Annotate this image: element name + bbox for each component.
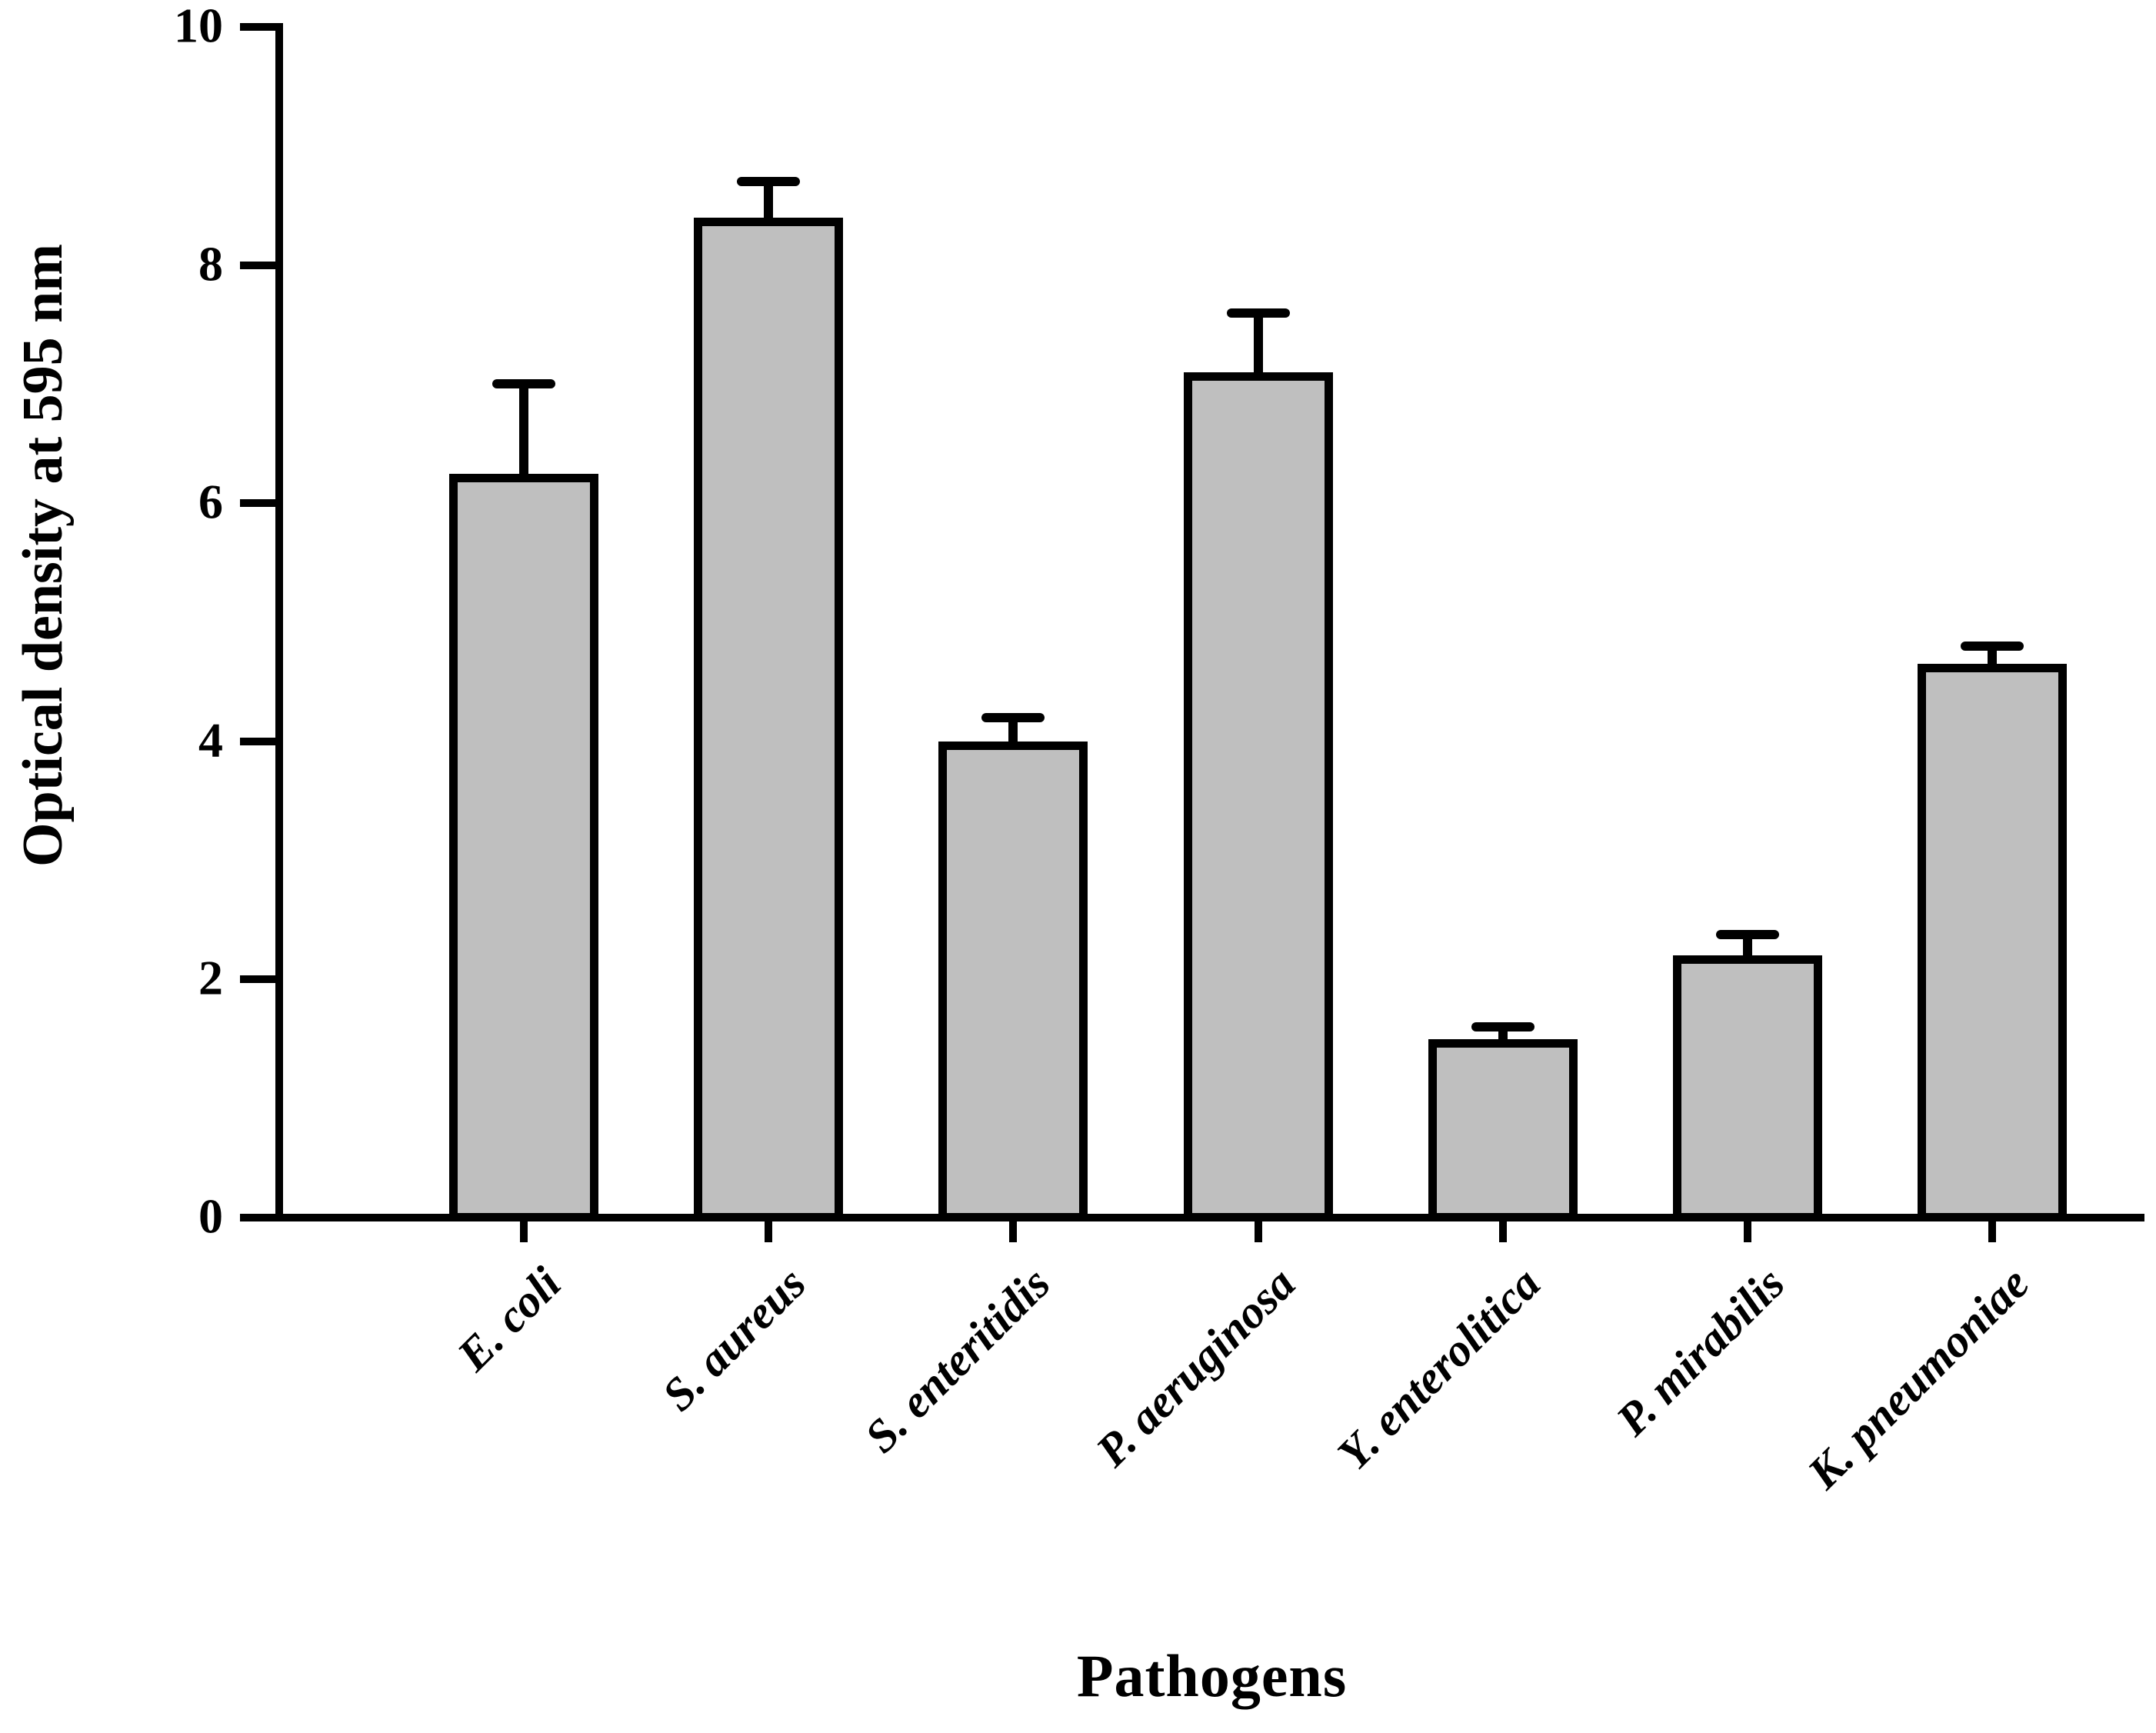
x-axis-category-label: E. coli bbox=[447, 1258, 571, 1381]
y-tick bbox=[240, 975, 275, 984]
error-bar-line bbox=[1008, 717, 1018, 745]
y-tick-label: 10 bbox=[174, 0, 223, 53]
y-tick-label: 6 bbox=[198, 474, 223, 529]
y-tick bbox=[240, 737, 275, 745]
bar bbox=[938, 741, 1088, 1221]
y-tick bbox=[240, 499, 275, 508]
x-axis-category-label: K. pneumoniae bbox=[1798, 1258, 2039, 1499]
y-tick bbox=[240, 1214, 275, 1221]
x-axis-category-label: P. mirabilis bbox=[1606, 1258, 1794, 1445]
error-bar-cap bbox=[1226, 308, 1290, 318]
x-axis-category-label: S. aureus bbox=[652, 1258, 815, 1421]
x-tick bbox=[765, 1221, 773, 1242]
bar bbox=[1428, 1038, 1578, 1221]
x-axis-category-label: Y. enterolitica bbox=[1327, 1258, 1550, 1480]
error-bar-line bbox=[1988, 645, 1998, 668]
error-bar-cap bbox=[1715, 929, 1779, 939]
y-tick bbox=[240, 23, 275, 31]
error-bar-cap bbox=[1961, 641, 2024, 651]
y-tick-label: 0 bbox=[198, 1188, 223, 1244]
error-bar-line bbox=[764, 182, 774, 221]
bar bbox=[1672, 955, 1822, 1221]
y-tick bbox=[240, 261, 275, 269]
x-tick bbox=[520, 1221, 528, 1242]
x-axis-category-label: S. enteritidis bbox=[855, 1258, 1060, 1462]
bar bbox=[449, 473, 598, 1221]
y-tick-label: 2 bbox=[198, 951, 223, 1006]
bar bbox=[694, 217, 844, 1221]
error-bar-line bbox=[519, 384, 528, 477]
bar bbox=[1918, 664, 2068, 1221]
x-tick bbox=[1009, 1221, 1018, 1242]
x-tick bbox=[1988, 1221, 1997, 1242]
x-tick bbox=[1254, 1221, 1262, 1242]
x-tick bbox=[1743, 1221, 1751, 1242]
error-bar-cap bbox=[492, 379, 555, 389]
bar bbox=[1183, 372, 1333, 1221]
x-tick bbox=[1498, 1221, 1507, 1242]
error-bar-line bbox=[1742, 934, 1752, 959]
error-bar-cap bbox=[737, 177, 801, 187]
y-tick-label: 8 bbox=[198, 236, 223, 292]
y-axis-title: Optical density at 595 nm bbox=[12, 244, 75, 867]
y-axis bbox=[275, 23, 283, 1221]
x-axis-category-label: P. aeruginosa bbox=[1086, 1258, 1305, 1477]
y-tick-label: 4 bbox=[198, 712, 223, 768]
x-axis-title: Pathogens bbox=[1076, 1642, 1348, 1709]
error-bar-cap bbox=[1471, 1022, 1535, 1032]
error-bar-line bbox=[1253, 312, 1263, 375]
error-bar-cap bbox=[981, 712, 1045, 722]
